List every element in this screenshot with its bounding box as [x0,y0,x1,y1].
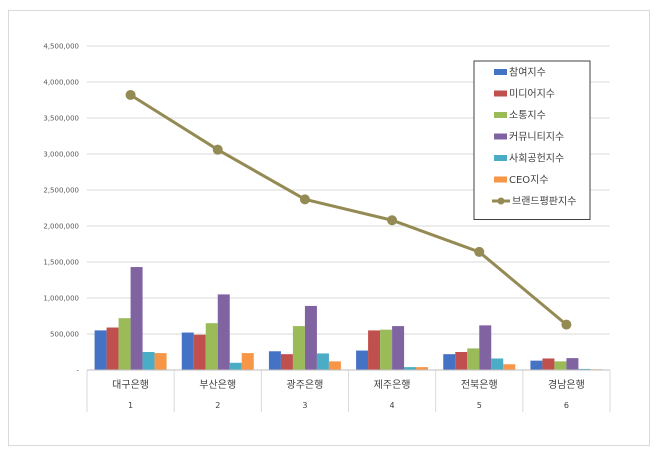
bar [328,361,341,370]
bar [404,367,417,370]
bar [503,364,516,370]
bar [491,358,504,370]
bar [566,358,579,370]
legend-swatch [494,90,507,97]
bar [229,362,242,370]
bar [380,329,393,370]
bar [142,352,155,370]
x-index-label: 2 [215,401,220,410]
y-tick-label: 3,500,000 [43,115,79,123]
legend-label: 소통지수 [509,110,546,122]
y-tick-label: 2,500,000 [43,187,79,195]
bar [268,351,281,370]
bar [154,353,167,370]
y-tick-label: 2,000,000 [43,223,79,231]
bar [118,318,131,370]
bar [292,326,305,370]
y-tick-label: 1,000,000 [43,295,79,303]
bar [217,294,230,370]
bar [280,354,293,370]
y-tick-label: 500,000 [50,331,79,339]
line-point [212,144,223,155]
bar [304,305,317,370]
bar [193,334,206,370]
line-point [299,194,310,205]
bar [94,330,107,370]
line-series-brand [129,93,568,326]
x-index-label: 6 [564,401,569,410]
bar [205,323,218,370]
y-tick-label: 1,500,000 [43,259,79,267]
y-tick-label: 4,500,000 [43,43,79,51]
legend-label: 미디어지수 [509,88,555,100]
x-index-label: 3 [302,401,307,410]
line-point [474,246,485,257]
x-category-label: 전북은행 [461,379,498,391]
legend-line-marker [497,197,505,205]
x-category-label: 대구은행 [112,379,149,391]
line-point [125,89,136,100]
legend-label: 브랜드평판지수 [512,196,576,208]
x-category-label: 제주은행 [374,379,411,391]
bar [368,330,381,370]
legend-box [473,60,591,220]
bar [530,360,543,370]
bar [578,368,591,370]
x-category-label: 광주은행 [287,379,324,391]
bar [130,267,143,370]
bar [106,327,119,370]
legend-label: 사회공헌지수 [509,153,564,165]
x-index-label: 4 [390,401,395,410]
bar [542,358,555,370]
legend-label: 참여지수 [509,67,546,79]
y-tick-label: - [76,367,79,375]
legend-swatch [494,69,507,75]
line-point [387,215,398,226]
bar [241,353,254,370]
bar [356,350,369,370]
bar [181,332,194,370]
bar [316,353,329,370]
x-category-label: 경남은행 [548,378,585,391]
y-tick-label: 3,000,000 [43,151,79,159]
bar [554,361,567,370]
x-index-label: 5 [477,401,482,410]
legend-swatch [494,155,507,161]
x-index-label: 1 [128,401,133,410]
bar [443,354,456,370]
y-tick-label: 4,000,000 [43,79,79,87]
bar [479,325,492,370]
bar [467,348,480,370]
legend-swatch [494,176,507,183]
bar [416,367,429,370]
line-point [561,319,572,330]
bar [455,352,468,370]
legend-swatch [494,133,507,140]
bar [392,326,405,370]
legend-label: 커뮤니티지수 [509,131,564,143]
legend-swatch [494,112,507,118]
legend-label: CEO지수 [509,174,549,186]
x-category-label: 부산은행 [199,379,236,391]
